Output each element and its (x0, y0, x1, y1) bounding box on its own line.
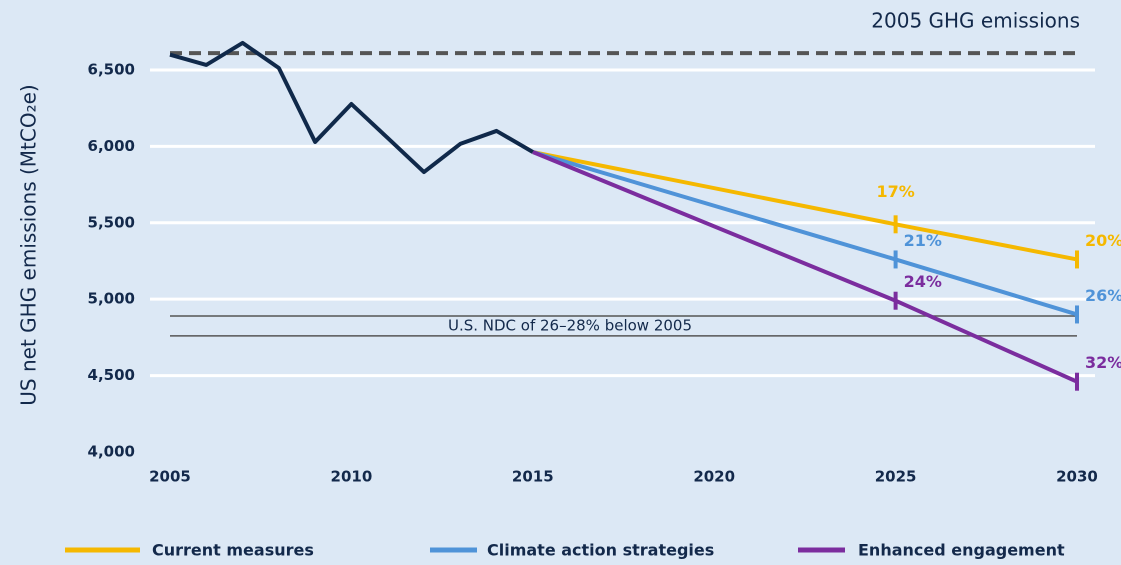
x-tick-label: 2020 (693, 468, 735, 486)
y-tick-label: 5,500 (88, 213, 135, 231)
reduction-label: 17% (876, 182, 914, 201)
y-tick-label: 6,000 (88, 137, 135, 155)
x-tick-label: 2010 (331, 468, 373, 486)
y-axis-label: US net GHG emissions (MtCO₂e) (17, 84, 41, 405)
line (532, 150, 1078, 262)
ndc-label: U.S. NDC of 26–28% below 2005 (448, 316, 692, 334)
y-tick-label: 4,000 (88, 443, 135, 461)
legend-label: Current measures (152, 541, 314, 560)
y-tick-label: 5,000 (88, 290, 135, 308)
y-tick-label: 4,500 (88, 366, 135, 384)
reduction-label: 32% (1085, 353, 1121, 372)
x-tick-label: 2005 (149, 468, 191, 486)
x-tick-label: 2030 (1056, 468, 1098, 486)
reduction-label: 24% (904, 272, 942, 291)
reduction-label: 26% (1085, 286, 1121, 305)
reference-label: 2005 GHG emissions (871, 9, 1080, 33)
x-tick-label: 2025 (875, 468, 917, 486)
reduction-label: 21% (904, 231, 942, 250)
line (532, 150, 1078, 317)
y-tick-label: 6,500 (88, 60, 135, 78)
legend-label: Climate action strategies (487, 541, 714, 560)
line (169, 40, 534, 175)
reduction-label: 20% (1085, 231, 1121, 250)
x-tick-label: 2015 (512, 468, 554, 486)
line (532, 150, 1078, 384)
legend-label: Enhanced engagement (858, 541, 1065, 560)
